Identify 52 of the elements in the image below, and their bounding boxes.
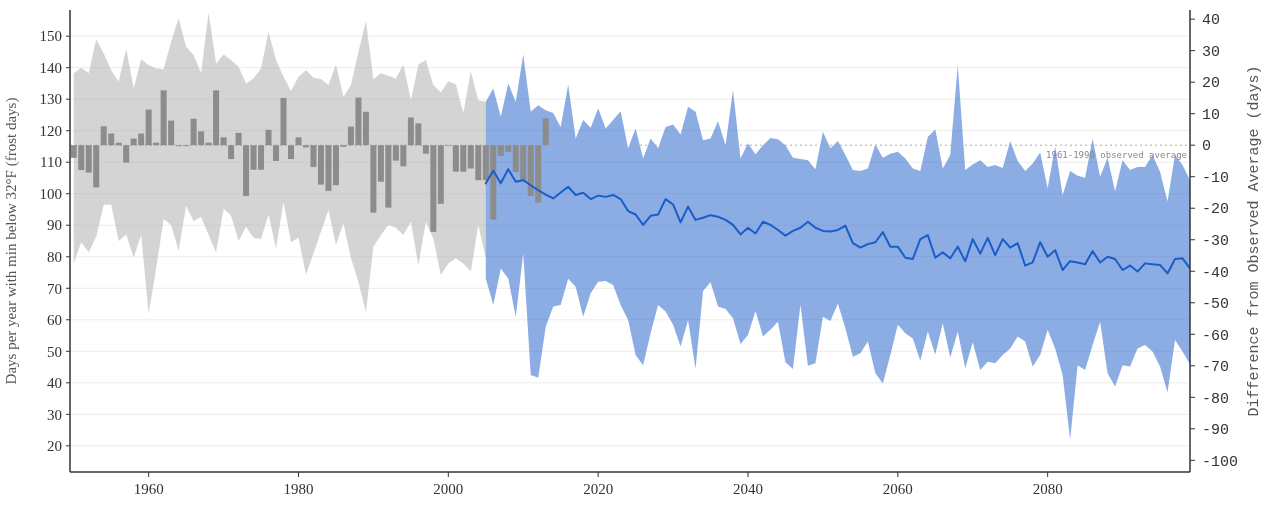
y2-tick-label: -100 bbox=[1202, 453, 1239, 471]
y-tick-label: 70 bbox=[47, 280, 62, 297]
y-tick-label: 20 bbox=[47, 438, 62, 455]
y-tick-label: 100 bbox=[39, 185, 62, 202]
y2-tick-label: -50 bbox=[1202, 296, 1230, 314]
y2-tick-label: -70 bbox=[1202, 359, 1230, 377]
y2-tick-label: 40 bbox=[1202, 12, 1221, 30]
x-tick-label: 1960 bbox=[133, 481, 164, 497]
y2-tick-label: 0 bbox=[1202, 138, 1212, 156]
y2-tick-label: 30 bbox=[1202, 43, 1221, 61]
y-tick-label: 110 bbox=[40, 154, 62, 171]
y-axis-title: Days per year with min below 32°F (frost days) bbox=[3, 97, 20, 385]
line-series bbox=[484, 168, 1190, 275]
bar bbox=[228, 145, 235, 160]
bar bbox=[288, 145, 294, 160]
bar bbox=[123, 145, 130, 163]
bar bbox=[273, 145, 280, 161]
x-tick-label: 2020 bbox=[583, 481, 614, 497]
x-tick-label: 2040 bbox=[732, 481, 763, 497]
y-tick-label: 80 bbox=[47, 249, 62, 266]
y-tick-label: 90 bbox=[47, 217, 62, 234]
x-tick-label: 2060 bbox=[882, 481, 913, 497]
y-tick-label: 120 bbox=[39, 122, 62, 139]
y2-tick-label: -20 bbox=[1202, 201, 1230, 219]
y2-tick-label: -90 bbox=[1202, 422, 1230, 440]
y2-tick-label: -80 bbox=[1202, 390, 1230, 408]
y2-tick-label: -30 bbox=[1202, 232, 1230, 250]
y2-tick-label: 10 bbox=[1202, 106, 1221, 124]
bar bbox=[265, 129, 272, 146]
y2-tick-label: -10 bbox=[1202, 169, 1230, 187]
bar bbox=[243, 145, 250, 196]
y2-tick-label: -60 bbox=[1202, 327, 1230, 345]
y-tick-label: 150 bbox=[39, 28, 62, 45]
y2-axis-title: Difference from Observed Average (days) bbox=[1246, 65, 1263, 417]
x-tick-label: 2080 bbox=[1032, 481, 1063, 497]
y-tick-label: 40 bbox=[47, 375, 62, 392]
bar bbox=[295, 137, 302, 146]
y2-tick-label: -40 bbox=[1202, 264, 1230, 282]
y-tick-label: 50 bbox=[47, 343, 62, 360]
y-tick-label: 140 bbox=[39, 59, 62, 76]
bar bbox=[542, 118, 549, 146]
x-tick-label: 2000 bbox=[433, 481, 464, 497]
y-tick-label: 60 bbox=[47, 312, 62, 329]
bar bbox=[235, 132, 242, 146]
bar bbox=[370, 145, 377, 213]
bar bbox=[362, 111, 369, 146]
y-tick-label: 30 bbox=[47, 406, 62, 423]
y-tick-label: 130 bbox=[39, 91, 62, 108]
y2-tick-label: 20 bbox=[1202, 75, 1221, 93]
x-tick-label: 1980 bbox=[283, 481, 314, 497]
bar bbox=[220, 137, 227, 146]
bar bbox=[280, 97, 287, 146]
